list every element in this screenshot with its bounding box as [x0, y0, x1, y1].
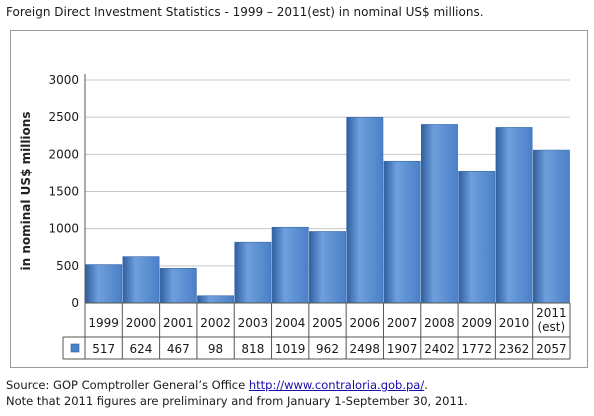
- bar: [197, 295, 235, 304]
- data-label: 962: [316, 342, 339, 356]
- category-label: 2005: [312, 316, 343, 330]
- data-label: 1907: [387, 342, 418, 356]
- bar: [122, 256, 160, 304]
- chart-frame: 0 500 1000 1500 2000 2500 3000 1999 2000 2001 2002…: [10, 30, 588, 368]
- source-line: Source: GOP Comptroller General’s Office…: [6, 377, 468, 393]
- category-label: 2003: [238, 316, 269, 330]
- legend-key: [70, 343, 80, 353]
- bar: [159, 267, 197, 304]
- category-label: 2002: [200, 316, 231, 330]
- category-label: 2009: [461, 316, 492, 330]
- bar: [271, 226, 309, 304]
- chart-title: Foreign Direct Investment Statistics - 1…: [6, 5, 484, 19]
- bar: [346, 117, 384, 304]
- bar: [532, 149, 570, 304]
- category-label: 2006: [350, 316, 381, 330]
- y-tick-label: 2000: [48, 147, 79, 161]
- bar: [309, 231, 346, 304]
- bar-chart: 0 500 1000 1500 2000 2500 3000 1999 2000 2001 2002…: [48, 73, 571, 360]
- data-label: 98: [208, 342, 223, 356]
- data-label: 467: [167, 342, 190, 356]
- bar: [383, 160, 421, 304]
- source-link[interactable]: http://www.contraloria.gob.pa/: [248, 378, 425, 392]
- data-label: 818: [241, 342, 264, 356]
- bar: [420, 124, 458, 304]
- category-label: 1999: [88, 316, 119, 330]
- y-tick-label: 2500: [48, 110, 79, 124]
- data-label: 1019: [275, 342, 306, 356]
- source-note: Source: GOP Comptroller General’s Office…: [6, 377, 468, 409]
- data-label: 517: [92, 342, 115, 356]
- data-label: 2498: [350, 342, 381, 356]
- category-label: 2011 (est): [536, 306, 567, 334]
- category-label: 2007: [387, 316, 418, 330]
- y-axis-label: in nominal US$ millions: [19, 111, 33, 271]
- bar: [458, 170, 496, 304]
- data-label: 2362: [499, 342, 530, 356]
- category-label: 2010: [499, 316, 530, 330]
- bar: [85, 264, 123, 304]
- y-tick-label: 500: [56, 259, 79, 273]
- category-label: 2008: [424, 316, 455, 330]
- y-tick-label: 1500: [48, 185, 79, 199]
- y-tick-label: 0: [71, 296, 79, 310]
- data-label: 2402: [424, 342, 455, 356]
- category-label: 2000: [126, 316, 157, 330]
- source-prefix: Source: GOP Comptroller General’s Office: [6, 378, 249, 392]
- category-label: 2001: [163, 316, 194, 330]
- bar: [495, 127, 533, 304]
- data-label: 1772: [461, 342, 492, 356]
- data-label: 624: [130, 342, 153, 356]
- category-label: 2004: [275, 316, 306, 330]
- source-suffix: .: [424, 378, 428, 392]
- data-label: 2057: [536, 342, 567, 356]
- bar: [234, 241, 272, 304]
- y-tick-label: 1000: [48, 222, 79, 236]
- y-tick-label: 3000: [48, 73, 79, 87]
- preliminary-note: Note that 2011 figures are preliminary a…: [6, 394, 468, 408]
